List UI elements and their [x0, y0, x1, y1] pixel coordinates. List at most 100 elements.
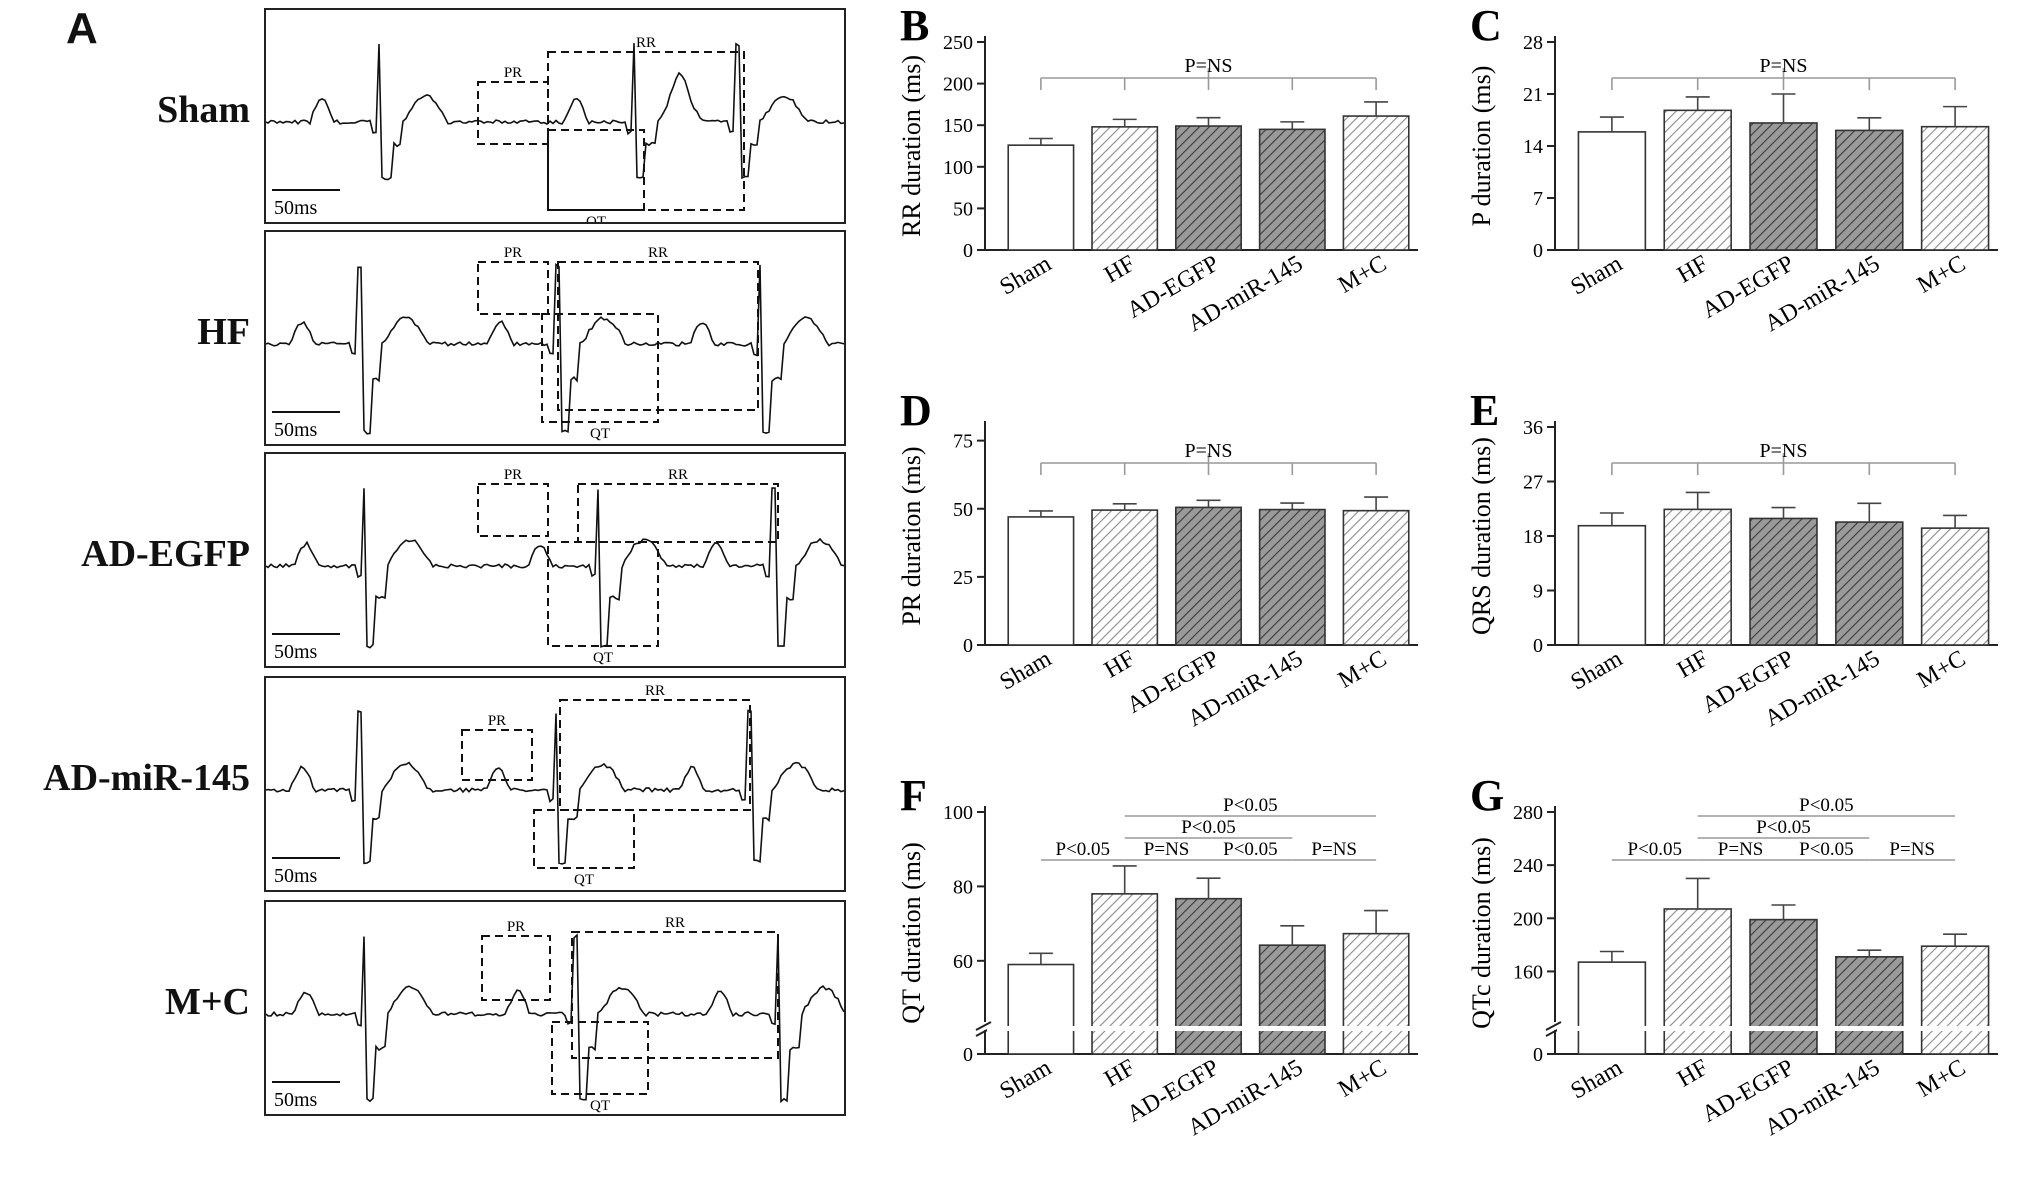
rr-interval-box: [577, 483, 779, 543]
ecg-trace-box: PR RR QT 50ms: [264, 8, 846, 224]
bar: [1342, 509, 1410, 646]
significance-label: P=NS: [1311, 839, 1357, 860]
y-tick-label: 14: [1523, 136, 1543, 158]
chart-rr-duration: B 0 50 100 150 200 250 RR duration (ms) Sham HF AD…: [880, 0, 1440, 390]
significance-label: P<0.05: [1056, 839, 1111, 860]
rr-label: RR: [668, 467, 688, 483]
panel-letter: F: [900, 771, 927, 820]
significance-label: P=NS: [1760, 440, 1808, 462]
panel-letter: C: [1470, 1, 1502, 50]
x-tick-label: Sham: [996, 1055, 1057, 1105]
bar: [1007, 963, 1075, 1055]
chart-p-duration: C 0 7 14 21 28 P duration (ms) Sham HF AD-EGFP AD-…: [1450, 0, 2020, 390]
break-band: [987, 1026, 1420, 1031]
ecg-panel: A Sham PR RR QT 50ms HF PR RR QT 50ms AD-EGFP PR RR Q…: [0, 0, 860, 1194]
bar: [1091, 509, 1159, 646]
panel-letter-a: A: [66, 4, 98, 53]
y-tick-label: 21: [1523, 84, 1543, 106]
trace-group-label: HF: [197, 311, 250, 353]
significance-label: P<0.05: [1628, 839, 1683, 860]
scale-bar-label: 50ms: [274, 419, 318, 441]
chart-qt-duration: F 0 60 80 100 QT duration (ms) Sham HF AD-EGFP AD…: [880, 770, 1440, 1194]
bar: [1920, 945, 1990, 1055]
trace-group-label: AD-EGFP: [81, 533, 250, 575]
x-tick-label: HF: [1673, 1055, 1713, 1093]
x-tick-label: Sham: [1567, 251, 1628, 301]
bar: [1663, 908, 1732, 1055]
bar: [1007, 516, 1075, 646]
pr-interval-box: [481, 935, 551, 1001]
y-tick-label: 0: [963, 635, 973, 657]
bar: [1577, 961, 1647, 1055]
chart-qtc-duration: G 0 160 200 240 280 QTc duration (ms) Sham HF AD-…: [1450, 770, 2020, 1194]
significance-label: P=NS: [1185, 440, 1233, 462]
rr-label: RR: [636, 35, 656, 51]
x-tick-label: M+C: [1334, 646, 1391, 694]
y-tick-label: 80: [953, 876, 973, 898]
x-tick-label: HF: [1673, 251, 1713, 289]
y-tick-label: 50: [953, 499, 973, 521]
qt-interval-box: [533, 809, 635, 869]
scale-bar-label: 50ms: [274, 865, 318, 887]
y-tick-label: 100: [943, 157, 973, 179]
bar: [1663, 109, 1732, 251]
significance-label: P<0.05: [1799, 839, 1854, 860]
x-tick-label: Sham: [996, 646, 1057, 696]
pr-label: PR: [488, 713, 506, 729]
qt-interval-box: [541, 313, 659, 423]
x-tick-label: M+C: [1334, 1055, 1391, 1103]
pr-label: PR: [504, 65, 522, 81]
y-axis-label: QT duration (ms): [897, 842, 926, 1024]
bar: [1835, 956, 1904, 1055]
y-tick-label: 50: [953, 198, 973, 220]
bar: [1835, 521, 1904, 646]
pr-label: PR: [504, 467, 522, 483]
significance-label: P<0.05: [1181, 817, 1236, 838]
y-tick-label: 240: [1513, 855, 1543, 877]
break-band: [1557, 1026, 2000, 1031]
y-tick-label: 0: [1533, 240, 1543, 262]
bar: [1577, 524, 1647, 646]
bar: [1749, 517, 1818, 646]
rr-interval-box: [571, 931, 779, 1059]
ecg-waveform: [266, 262, 844, 435]
ecg-trace-row: AD-EGFP PR RR QT 50ms: [0, 452, 860, 668]
x-tick-label: Sham: [996, 251, 1057, 301]
significance-label: P=NS: [1144, 839, 1190, 860]
x-tick-label: HF: [1673, 646, 1713, 684]
chart-pr-duration: D 0 25 50 75 PR duration (ms) Sham HF AD-EGFP AD-…: [880, 385, 1440, 785]
ecg-trace-box: PR RR QT 50ms: [264, 452, 846, 668]
significance-label: P<0.05: [1223, 795, 1278, 816]
x-tick-label: M+C: [1913, 251, 1970, 299]
bar: [1342, 115, 1410, 251]
y-tick-label: 0: [1533, 1044, 1543, 1066]
bar: [1175, 125, 1242, 251]
y-axis-label: P duration (ms): [1467, 66, 1496, 227]
ecg-trace-row: AD-miR-145 PR RR QT 50ms: [0, 676, 860, 892]
qt-interval-box: [551, 1021, 649, 1095]
x-tick-label: M+C: [1913, 1055, 1970, 1103]
x-tick-label: Sham: [1567, 646, 1628, 696]
significance-label: P=NS: [1889, 839, 1935, 860]
y-tick-label: 25: [953, 567, 973, 589]
bar: [1577, 131, 1647, 251]
ecg-trace-box: PR RR QT 50ms: [264, 230, 846, 446]
rr-interval-box: [559, 699, 751, 811]
significance-label: P<0.05: [1799, 795, 1854, 816]
qt-label: QT: [574, 872, 594, 888]
y-tick-label: 200: [1513, 908, 1543, 930]
panel-letter: B: [900, 1, 929, 50]
panel-letter: G: [1470, 771, 1504, 820]
axis-break-mark: [975, 1021, 992, 1031]
y-axis-label: PR duration (ms): [897, 446, 926, 625]
y-axis-label: RR duration (ms): [897, 55, 926, 237]
x-tick-label: HF: [1100, 1055, 1140, 1093]
qt-interval-box: [547, 129, 645, 211]
x-tick-label: M+C: [1913, 646, 1970, 694]
pr-label: PR: [507, 919, 525, 935]
y-tick-label: 9: [1533, 581, 1543, 603]
y-tick-label: 27: [1523, 472, 1543, 494]
trace-group-label: AD-miR-145: [43, 757, 250, 799]
significance-label: P=NS: [1185, 55, 1233, 77]
ecg-trace-box: PR RR QT 50ms: [264, 900, 846, 1116]
